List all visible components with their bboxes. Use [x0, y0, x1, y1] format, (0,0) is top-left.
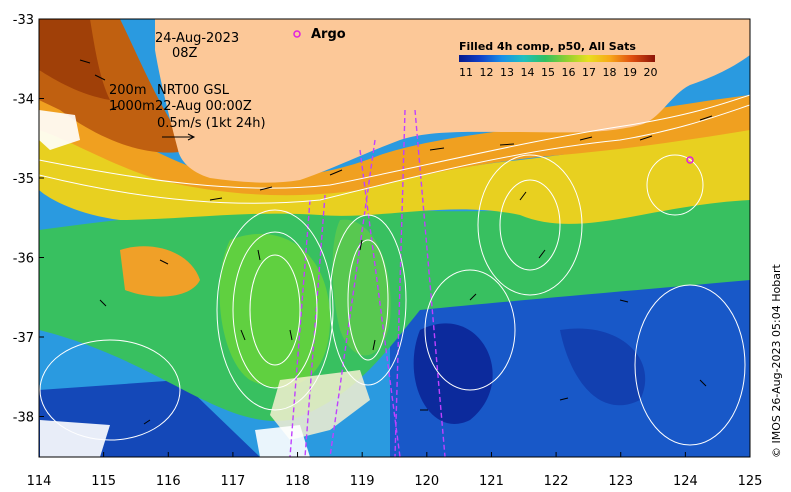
lon-tick-label: 123	[608, 474, 633, 489]
satellite-track	[289, 199, 311, 457]
credit-label: © IMOS 26-Aug-2023 05:04 Hobart	[770, 264, 783, 458]
colorbar-tick-label: 17	[582, 66, 596, 79]
satellite-track	[414, 109, 446, 457]
scale-arrow	[162, 133, 196, 141]
coldest-patch	[413, 323, 493, 424]
longitude-axis: 114 115 116 117 118 119 120 121 122 123 124 125	[27, 452, 763, 489]
depth-deep-label: 1000m	[109, 99, 155, 114]
colorbar-tick-label: 18	[603, 66, 617, 79]
date-label: 24-Aug-2023	[155, 31, 239, 46]
plot-frame	[38, 18, 751, 458]
depth-shallow-label: 200m	[109, 83, 146, 98]
warm-eddy-patch	[120, 246, 200, 297]
current-vectors	[79, 59, 713, 425]
argo-legend-label: Argo	[311, 27, 346, 42]
lat-tick-label: -36	[13, 252, 34, 267]
cloud-patch	[255, 425, 310, 457]
argo-legend-marker	[293, 30, 301, 38]
colorbar-tick-label: 12	[480, 66, 494, 79]
hour-label: 08Z	[172, 46, 198, 61]
colorbar-tick-label: 19	[623, 66, 637, 79]
colorbar-tick-label: 15	[541, 66, 555, 79]
lon-tick-label: 124	[673, 474, 698, 489]
lat-tick-label: -33	[13, 13, 34, 28]
lat-tick-label: -37	[13, 331, 34, 346]
lon-tick-label: 117	[220, 474, 245, 489]
lon-tick-label: 114	[27, 474, 52, 489]
lat-tick-label: -35	[13, 172, 34, 187]
altimetry-label: NRT00 GSL	[157, 83, 230, 98]
colorbar-labels: 11 12 13 14 15 16 17 18 19 20	[459, 66, 658, 79]
colorbar-tick-label: 16	[562, 66, 576, 79]
sea-level-contours	[39, 94, 750, 446]
scale-label: 0.5m/s (1kt 24h)	[157, 116, 266, 131]
satellite-track	[329, 139, 376, 457]
eddy-core-east	[332, 219, 391, 356]
warm-orange-band	[39, 90, 750, 196]
warm-green-band	[39, 190, 750, 421]
lon-tick-label: 125	[738, 474, 763, 489]
lon-tick-label: 122	[544, 474, 569, 489]
colorbar-tick-label: 11	[459, 66, 473, 79]
colorbar	[459, 55, 655, 62]
lat-tick-label: -34	[13, 93, 34, 108]
eddy-core-west	[219, 233, 330, 388]
lon-tick-label: 121	[479, 474, 504, 489]
cold-patch-east	[560, 328, 646, 406]
altimetry-date-label: 22-Aug 00:00Z	[155, 99, 252, 114]
latitude-axis: -33 -34 -35 -36 -37 -38	[13, 13, 44, 426]
cloud-patch	[39, 110, 80, 150]
map-field	[39, 19, 750, 457]
satellite-track	[394, 109, 406, 457]
colorbar-tick-label: 13	[500, 66, 514, 79]
satellite-track	[359, 149, 401, 457]
colorbar-tick-label: 14	[521, 66, 535, 79]
very-warm-patch	[39, 19, 110, 100]
leeuwin-current-band	[39, 100, 750, 224]
satellite-track	[304, 194, 326, 457]
lat-tick-label: -38	[13, 411, 34, 426]
lon-tick-label: 116	[156, 474, 181, 489]
lon-tick-label: 115	[91, 474, 116, 489]
cloud-patch	[40, 420, 110, 457]
lon-tick-label: 119	[350, 474, 375, 489]
argo-float-marker[interactable]	[686, 156, 694, 164]
colorbar-title: Filled 4h comp, p50, All Sats	[459, 40, 636, 53]
lon-tick-label: 118	[285, 474, 310, 489]
colorbar-tick-label: 20	[644, 66, 658, 79]
lon-tick-label: 120	[414, 474, 439, 489]
